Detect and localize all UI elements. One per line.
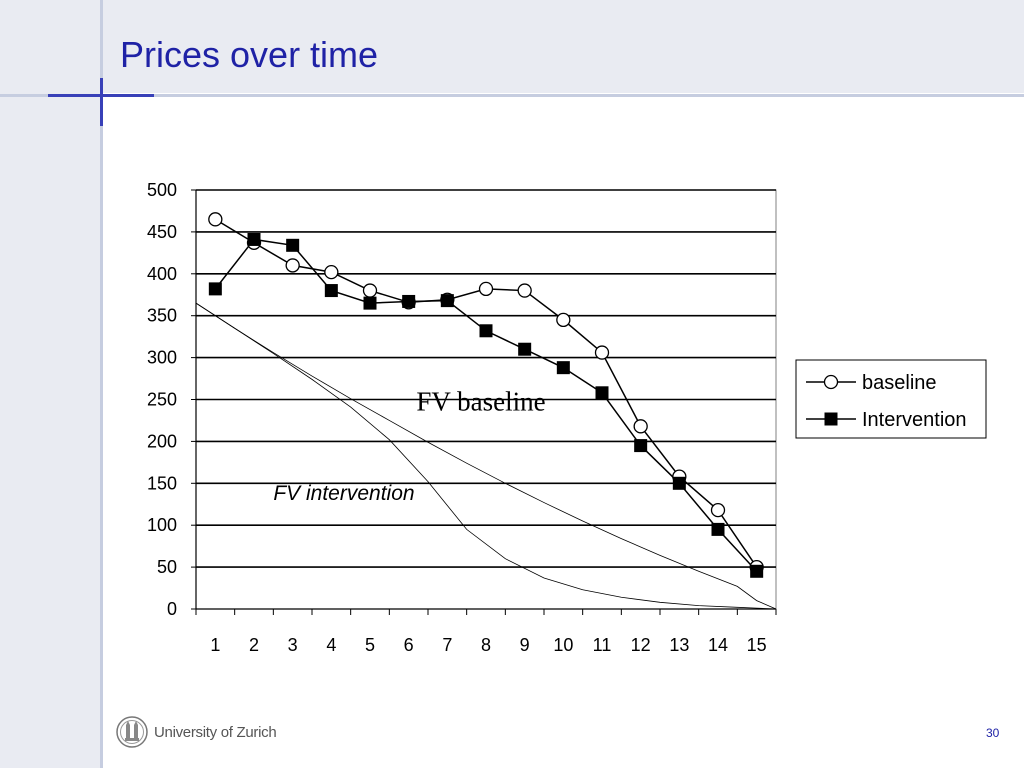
y-tick-label: 400: [147, 264, 177, 284]
baseline-point: [285, 258, 300, 273]
intervention-point: [518, 342, 532, 356]
fv-intervention-label: FV intervention: [273, 482, 414, 505]
intervention-point: [672, 476, 686, 490]
baseline-point: [478, 281, 494, 297]
legend-marker-baseline: [823, 374, 839, 390]
fv-curve: [195, 302, 777, 610]
x-tick-label: 5: [365, 635, 375, 655]
fv-baseline-label: FV baseline: [416, 386, 545, 416]
intervention-point: [595, 386, 609, 400]
university-seal-icon: [116, 716, 148, 748]
y-tick-label: 250: [147, 390, 177, 410]
intervention-point: [402, 294, 416, 308]
baseline-point: [208, 212, 223, 227]
x-tick-label: 4: [326, 635, 336, 655]
intervention-point: [440, 294, 454, 308]
y-tick-label: 300: [147, 348, 177, 368]
x-tick-label: 7: [442, 635, 452, 655]
intervention-point: [247, 232, 261, 246]
y-tick-label: 0: [167, 599, 177, 619]
baseline-point: [362, 283, 378, 298]
baseline-point: [324, 264, 339, 280]
baseline-point: [517, 283, 532, 298]
x-tick-label: 12: [631, 635, 651, 655]
x-tick-label: 9: [520, 635, 530, 655]
y-tick-label: 100: [147, 515, 177, 535]
y-tick-label: 450: [147, 222, 177, 242]
baseline-point: [633, 419, 648, 434]
x-tick-label: 6: [404, 635, 414, 655]
university-logo: University of Zurich: [116, 714, 277, 750]
y-tick-label: 500: [147, 180, 177, 200]
intervention-point: [286, 238, 300, 252]
x-tick-label: 11: [593, 635, 612, 655]
baseline-point: [710, 502, 726, 518]
x-tick-label: 10: [553, 635, 573, 655]
intervention-point: [363, 296, 377, 310]
x-tick-label: 15: [747, 635, 767, 655]
intervention-point: [634, 439, 648, 453]
intervention-point: [750, 564, 764, 578]
y-tick-label: 50: [157, 557, 177, 577]
x-tick-label: 1: [210, 635, 220, 655]
legend-marker-intervention: [824, 412, 838, 426]
legend-label: Intervention: [862, 409, 967, 431]
legend: baseline Intervention: [795, 359, 987, 439]
legend-label: baseline: [862, 372, 937, 394]
cross-accent-horizontal: [48, 94, 154, 97]
intervention-point: [479, 324, 493, 338]
x-tick-label: 8: [481, 635, 491, 655]
page-number: 30: [986, 726, 1000, 740]
intervention-point: [711, 522, 725, 536]
intervention-point: [324, 284, 338, 298]
intervention-point: [208, 282, 222, 296]
baseline-point: [594, 345, 610, 360]
vertical-rule: [100, 0, 103, 768]
baseline-point: [556, 312, 571, 328]
title-background-band: [100, 0, 1024, 93]
y-tick-label: 150: [147, 473, 177, 493]
y-tick-label: 200: [147, 431, 177, 451]
fv-curve: [195, 302, 777, 610]
slide-title: Prices over time: [120, 34, 379, 75]
x-tick-label: 2: [249, 635, 259, 655]
x-tick-label: 3: [288, 635, 298, 655]
y-tick-label: 350: [147, 306, 177, 326]
x-tick-label: 13: [669, 635, 689, 655]
x-tick-label: 14: [708, 635, 728, 655]
cross-accent-vertical: [100, 78, 103, 126]
left-background-band: [0, 0, 100, 768]
horizontal-rule: [0, 94, 1024, 97]
intervention-point: [556, 361, 570, 375]
institution-name: University of Zurich: [154, 723, 277, 741]
